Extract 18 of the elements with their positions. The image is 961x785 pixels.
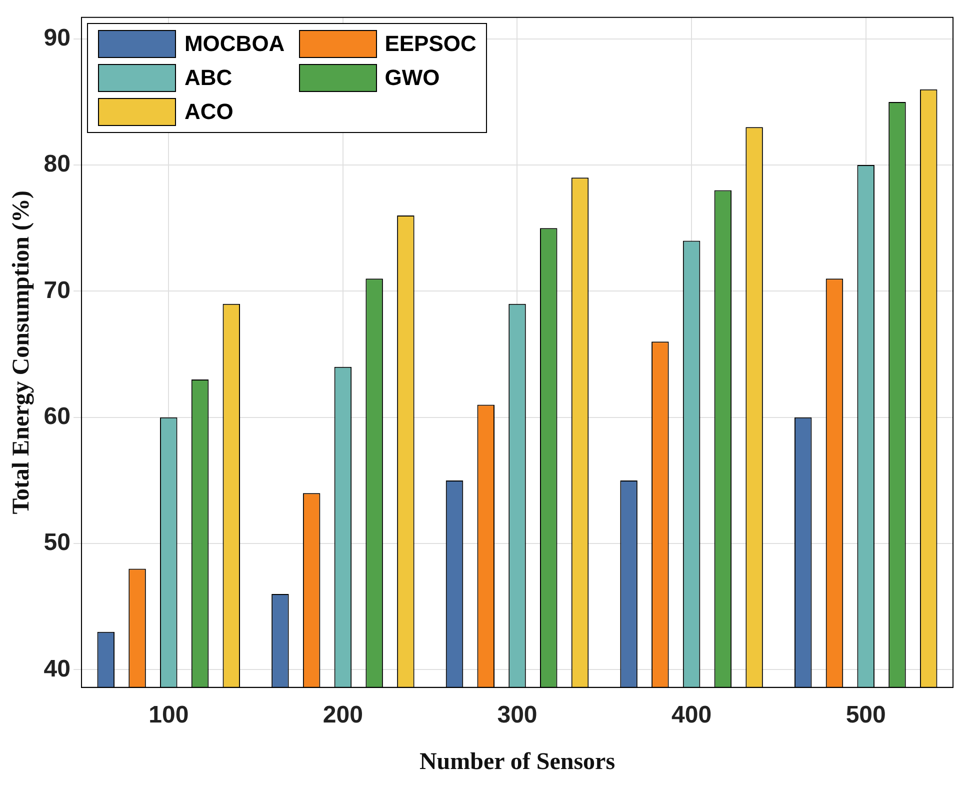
x-tick-label: 400 [672, 701, 712, 728]
y-tick-label: 40 [44, 655, 70, 682]
legend-label: ACO [184, 99, 234, 126]
x-tick-label: 300 [497, 701, 538, 728]
y-axis-title: Total Energy Consumption (%) [8, 190, 35, 514]
x-axis-title: Number of Sensors [419, 748, 616, 775]
legend-label: GWO [384, 65, 440, 92]
y-tick-label: 70 [44, 276, 70, 304]
y-tick-label: 50 [44, 529, 70, 556]
y-tick-label: 60 [44, 403, 70, 430]
legend-label: MOCBOA [184, 31, 285, 58]
x-tick-label: 500 [846, 701, 886, 728]
legend-label: ABC [184, 65, 232, 92]
x-tick-label: 100 [148, 701, 189, 728]
legend-label: EEPSOC [384, 31, 476, 58]
y-tick-label: 90 [44, 24, 70, 52]
y-tick-label: 80 [44, 150, 70, 178]
x-tick-label: 200 [322, 701, 363, 728]
